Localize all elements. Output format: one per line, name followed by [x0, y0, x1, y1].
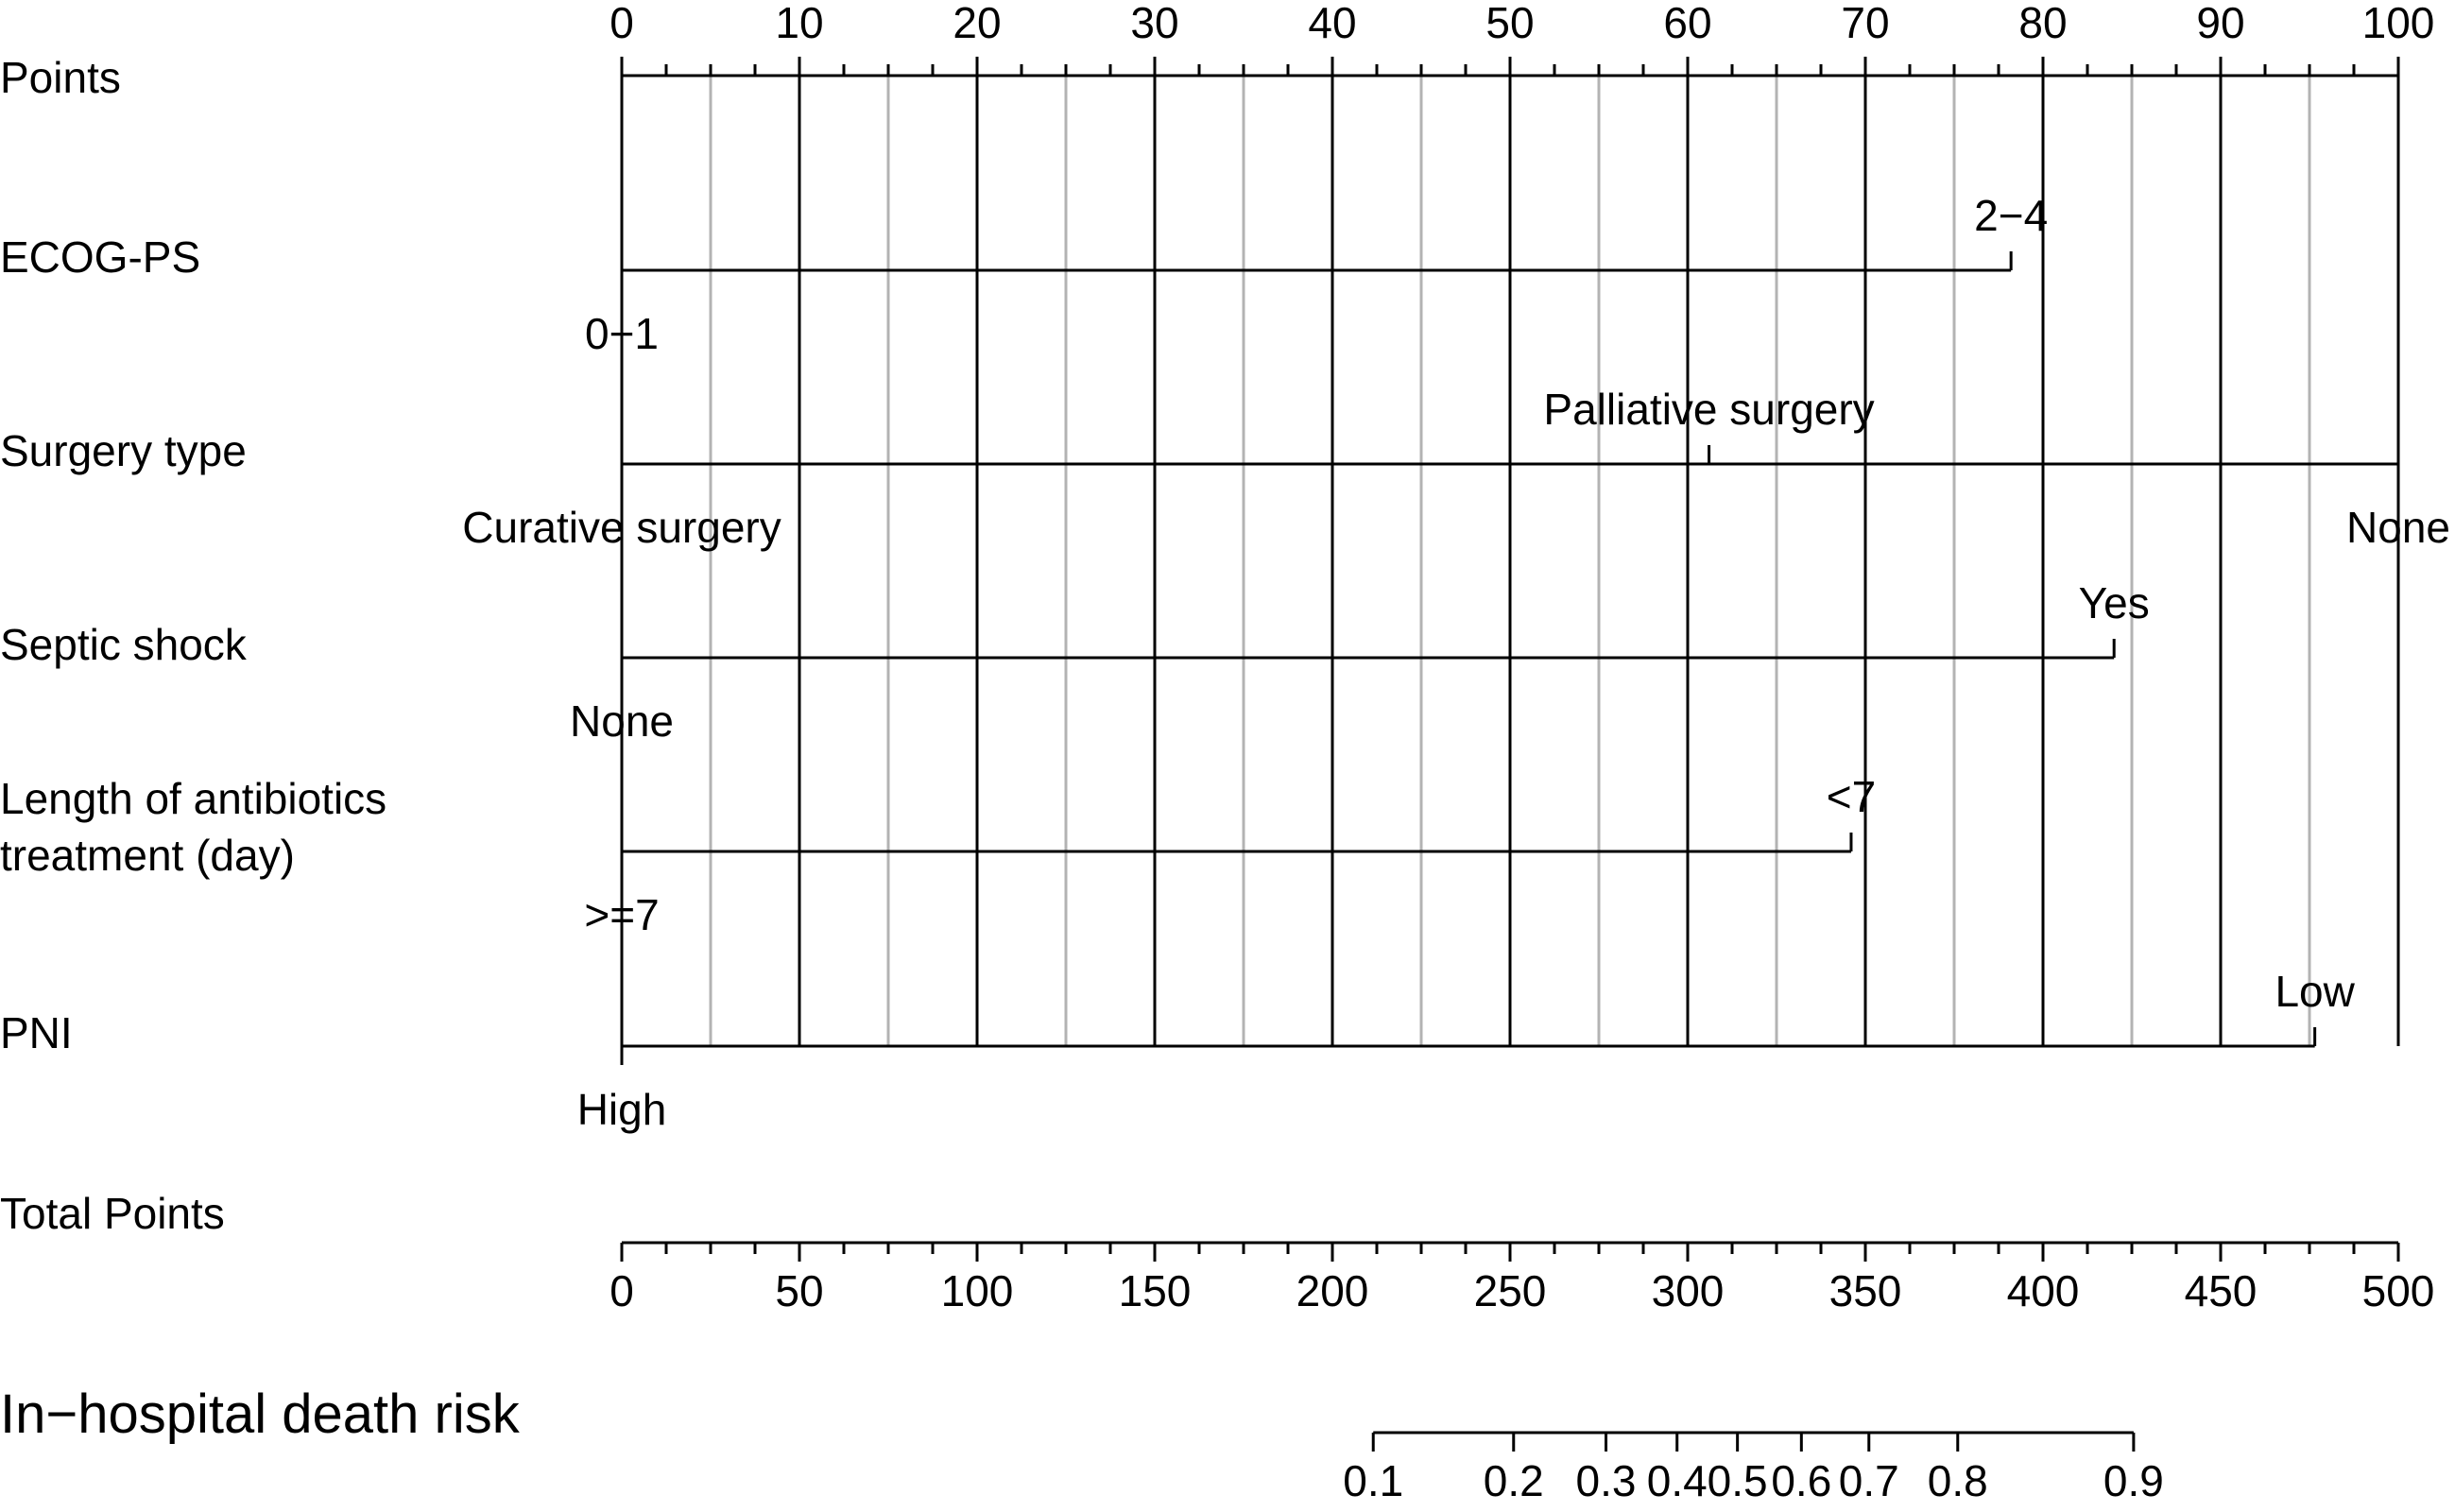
predictor-label: PNI: [0, 1008, 73, 1057]
level-label: None: [2346, 503, 2450, 552]
predictor-label: treatment (day): [0, 831, 295, 880]
points-tick-label: 10: [775, 0, 823, 47]
level-label: 2−4: [1974, 191, 2048, 240]
risk-tick-label: 0.4: [1647, 1456, 1708, 1505]
level-label: Yes: [2079, 578, 2150, 627]
risk-tick-label: 0.2: [1484, 1456, 1544, 1505]
risk-tick-label: 0.9: [2103, 1456, 2164, 1505]
points-tick-label: 80: [2018, 0, 2067, 47]
level-label: High: [577, 1085, 667, 1134]
risk-axis-label: In−hospital death risk: [0, 1383, 521, 1445]
level-label: 0−1: [585, 309, 659, 358]
predictor-label: Septic shock: [0, 620, 248, 669]
total-points-tick-label: 250: [1474, 1266, 1547, 1315]
predictor-label: ECOG-PS: [0, 232, 200, 282]
points-tick-label: 20: [953, 0, 1001, 47]
total-points-tick-label: 350: [1829, 1266, 1902, 1315]
points-tick-label: 100: [2362, 0, 2435, 47]
level-label: Palliative surgery: [1543, 385, 1874, 434]
predictor-label: Length of antibiotics: [0, 774, 386, 823]
level-label: >=7: [584, 890, 659, 939]
level-label: Low: [2275, 967, 2355, 1016]
total-points-tick-label: 400: [2007, 1266, 2080, 1315]
total-points-tick-label: 50: [775, 1266, 823, 1315]
total-points-tick-label: 150: [1119, 1266, 1192, 1315]
points-axis-label: Points: [0, 53, 121, 102]
total-points-tick-label: 100: [941, 1266, 1014, 1315]
points-tick-label: 60: [1663, 0, 1711, 47]
points-tick-label: 70: [1841, 0, 1889, 47]
total-points-label: Total Points: [0, 1189, 225, 1238]
total-points-tick-label: 300: [1652, 1266, 1725, 1315]
points-tick-label: 0: [609, 0, 634, 47]
risk-tick-label: 0.6: [1771, 1456, 1831, 1505]
risk-tick-label: 0.7: [1839, 1456, 1899, 1505]
total-points-tick-label: 0: [609, 1266, 634, 1315]
total-points-tick-label: 500: [2362, 1266, 2435, 1315]
level-label: <7: [1827, 772, 1876, 821]
risk-tick-label: 0.3: [1576, 1456, 1637, 1505]
points-tick-label: 90: [2196, 0, 2244, 47]
total-points-tick-label: 450: [2185, 1266, 2258, 1315]
points-tick-label: 40: [1308, 0, 1356, 47]
points-tick-label: 30: [1130, 0, 1178, 47]
level-label: Curative surgery: [462, 503, 781, 552]
points-tick-label: 50: [1485, 0, 1534, 47]
total-points-tick-label: 200: [1296, 1266, 1369, 1315]
risk-tick-label: 0.1: [1343, 1456, 1403, 1505]
predictor-label: Surgery type: [0, 426, 247, 475]
risk-tick-label: 0.5: [1708, 1456, 1768, 1505]
level-label: None: [570, 696, 674, 746]
risk-tick-label: 0.8: [1928, 1456, 1988, 1505]
